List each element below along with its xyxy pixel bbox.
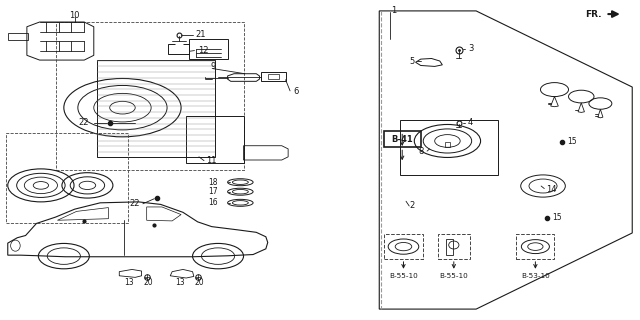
Text: B-53-10: B-53-10 [521,273,550,279]
Text: 12: 12 [198,46,208,55]
Bar [384,234,423,259]
Bar [97,60,215,157]
Text: FR.: FR. [585,10,602,19]
Bar [186,116,244,163]
Text: 20: 20 [143,278,153,287]
Text: 4: 4 [468,118,473,127]
Text: 21: 21 [196,30,206,39]
Text: B-55-10: B-55-10 [440,273,468,279]
Text: 16: 16 [209,198,218,207]
Bar [189,38,228,59]
Text: 17: 17 [209,187,218,196]
Bar [6,133,127,223]
Text: 18: 18 [209,178,218,187]
Text: B-41: B-41 [391,135,413,144]
Text: 8: 8 [419,147,424,156]
Text: 3: 3 [468,44,473,53]
Text: 5: 5 [409,57,414,66]
Text: 15: 15 [552,213,562,222]
Text: 2: 2 [410,202,415,211]
Text: 22: 22 [130,199,140,208]
Bar [445,239,453,254]
Text: 20: 20 [194,278,204,287]
Bar [516,234,554,259]
Text: 6: 6 [293,87,299,96]
Text: 11: 11 [207,156,217,165]
Bar [399,120,499,175]
Bar [384,132,420,147]
Bar [261,72,285,81]
Text: 1: 1 [390,6,396,15]
Text: 9: 9 [211,62,216,71]
Text: 10: 10 [69,11,80,20]
Bar [56,22,244,170]
Bar [268,74,279,79]
Bar [445,142,450,147]
Text: B-55-10: B-55-10 [389,273,418,279]
Text: 13: 13 [124,278,134,287]
Bar [438,234,470,259]
Text: 22: 22 [79,118,90,127]
Text: 14: 14 [546,185,557,194]
Text: 15: 15 [567,137,577,146]
Text: 13: 13 [175,278,184,287]
